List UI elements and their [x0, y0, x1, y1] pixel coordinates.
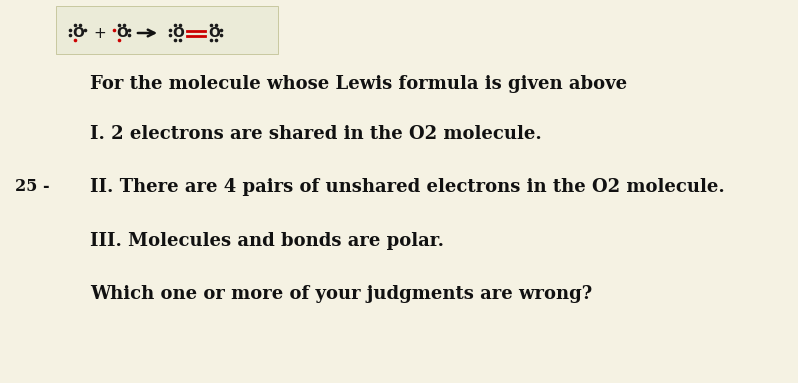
Circle shape — [113, 29, 116, 32]
Circle shape — [128, 34, 131, 37]
Text: II. There are 4 pairs of unshared electrons in the O2 molecule.: II. There are 4 pairs of unshared electr… — [90, 178, 725, 196]
Circle shape — [211, 25, 212, 26]
Circle shape — [69, 29, 72, 32]
Circle shape — [74, 39, 77, 42]
Circle shape — [69, 34, 72, 37]
Circle shape — [169, 29, 172, 32]
Text: +: + — [93, 26, 106, 41]
Text: III. Molecules and bonds are polar.: III. Molecules and bonds are polar. — [90, 232, 444, 250]
Circle shape — [215, 39, 218, 42]
Circle shape — [180, 25, 182, 26]
Circle shape — [215, 25, 218, 26]
Circle shape — [118, 25, 120, 26]
Circle shape — [169, 34, 172, 37]
Text: For the molecule whose Lewis formula is given above: For the molecule whose Lewis formula is … — [90, 75, 627, 93]
Text: O: O — [72, 26, 84, 40]
Circle shape — [124, 25, 125, 26]
Text: Which one or more of your judgments are wrong?: Which one or more of your judgments are … — [90, 285, 592, 303]
Circle shape — [79, 25, 81, 26]
Circle shape — [128, 29, 131, 32]
Text: O: O — [172, 26, 184, 40]
Circle shape — [175, 39, 176, 42]
Text: I. 2 electrons are shared in the O2 molecule.: I. 2 electrons are shared in the O2 mole… — [90, 125, 542, 143]
Text: 25 -: 25 - — [15, 178, 49, 195]
Circle shape — [74, 25, 77, 26]
Circle shape — [220, 34, 223, 37]
Circle shape — [180, 39, 182, 42]
Text: O: O — [116, 26, 128, 40]
FancyBboxPatch shape — [56, 6, 278, 54]
Circle shape — [220, 29, 223, 32]
Circle shape — [211, 39, 212, 42]
Circle shape — [118, 39, 120, 42]
Circle shape — [175, 25, 176, 26]
Text: O: O — [208, 26, 220, 40]
Circle shape — [85, 29, 87, 32]
